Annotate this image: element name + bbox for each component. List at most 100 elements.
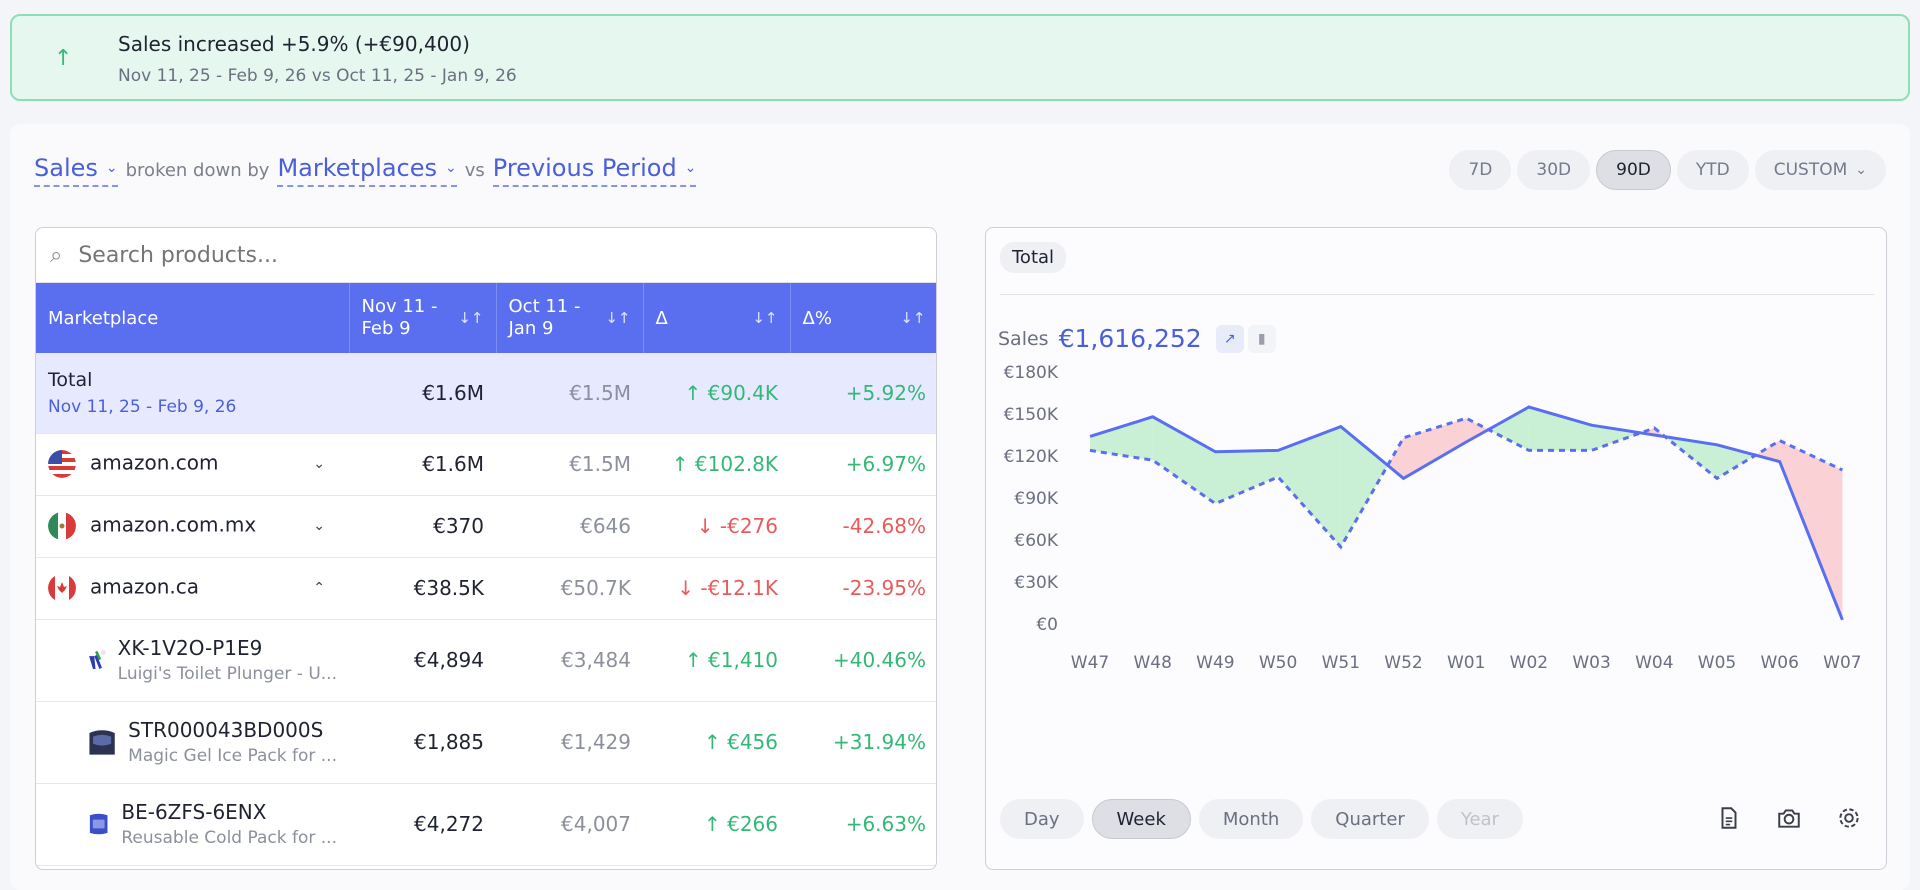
gain-area	[1528, 407, 1592, 451]
column-header-current-period[interactable]: Nov 11 - Feb 9 ↓↑	[349, 283, 497, 353]
chart-card: Total Sales €1,616,252 ↗ ▮ €0 €30K €60K €90…	[985, 227, 1887, 870]
current-value: €370	[349, 495, 496, 558]
chevron-up-icon[interactable]: ⌃	[313, 580, 325, 596]
current-value: €4,894	[349, 619, 496, 702]
y-tick-label: €150K	[1004, 405, 1059, 425]
product-row[interactable]: BE-6ZFS-6ENX Reusable Cold Pack for ... €…	[36, 783, 936, 866]
delta-pct-value: +6.97%	[790, 433, 936, 496]
gain-area	[1152, 416, 1216, 504]
period-selector: 7D 30D 90D YTD CUSTOM ⌄	[1449, 150, 1886, 190]
document-icon[interactable]	[1716, 805, 1742, 831]
sort-icon[interactable]: ↓↑	[900, 309, 926, 327]
sales-line-chart: €0 €30K €60K €90K €120K €150K €180K W47 W48 W49 W5…	[1004, 363, 1862, 673]
delta-value: ↑ €1,410	[643, 619, 790, 702]
sort-icon[interactable]: ↓↑	[752, 309, 778, 327]
current-value: €1,885	[349, 701, 496, 784]
period-90d-button[interactable]: 90D	[1596, 150, 1671, 190]
bar-chart-icon[interactable]: ▮	[1247, 324, 1276, 353]
product-title: Magic Gel Ice Pack for ...	[128, 746, 337, 766]
search-icon: ⌕	[50, 242, 63, 268]
product-title: Reusable Cold Pack for ...	[121, 828, 337, 848]
y-tick-label: €180K	[1004, 363, 1059, 383]
delta-pct-header-label: Δ%	[802, 307, 832, 329]
granularity-week-button[interactable]: Week	[1091, 799, 1191, 839]
x-tick-label: W52	[1384, 653, 1422, 673]
table-row[interactable]: amazon.com.mx ⌄ €370 €646 ↓ -€276 -42.68%	[36, 495, 936, 558]
period-7d-button[interactable]: 7D	[1449, 150, 1512, 190]
current-period-line	[1089, 405, 1844, 621]
marketplace-cell: amazon.com ⌄	[36, 433, 349, 496]
delta-value: ↑ €266	[643, 783, 790, 866]
sort-icon[interactable]: ↓↑	[458, 309, 484, 327]
current-period-header-label: Nov 11 - Feb 9	[361, 296, 438, 339]
chevron-down-icon[interactable]: ⌄	[313, 518, 325, 534]
column-header-marketplace[interactable]: Marketplace	[36, 283, 350, 353]
tab-total[interactable]: Total	[1000, 242, 1067, 273]
product-row[interactable]: XK-1V2O-P1E9 Luigi's Toilet Plunger - U..…	[36, 619, 936, 702]
chevron-down-icon[interactable]: ⌄	[313, 456, 325, 472]
table-row[interactable]: amazon.ca ⌃ €38.5K €50.7K ↓ -€12.1K -23.9…	[36, 557, 936, 620]
granularity-quarter-button[interactable]: Quarter	[1311, 799, 1429, 839]
delta-pct-value: +40.46%	[790, 619, 936, 702]
gain-area	[1488, 407, 1529, 451]
table-row[interactable]: amazon.com ⌄ €1.6M €1.5M ↑ €102.8K +6.97%	[36, 433, 936, 496]
broken-down-by-label: broken down by	[125, 159, 270, 181]
divider	[1000, 294, 1874, 295]
product-cell: STR000043BD000S Magic Gel Ice Pack for ..…	[36, 701, 349, 784]
product-sku: STR000043BD000S	[128, 718, 324, 742]
product-sku: XK-1V2O-P1E9	[117, 636, 263, 660]
gear-icon[interactable]	[1836, 805, 1862, 831]
camera-icon[interactable]	[1776, 805, 1802, 831]
column-header-delta[interactable]: Δ ↓↑	[643, 283, 791, 353]
product-row[interactable]: STR000043BD000S Magic Gel Ice Pack for ..…	[36, 701, 936, 784]
total-row: Total Nov 11, 25 - Feb 9, 26 €1.6M €1.5M…	[36, 353, 936, 434]
column-header-previous-period[interactable]: Oct 11 - Jan 9 ↓↑	[496, 283, 644, 353]
chevron-down-icon: ⌄	[684, 159, 697, 176]
delta-header-label: Δ	[655, 307, 668, 329]
search-input[interactable]	[78, 242, 779, 268]
banner-subtitle: Nov 11, 25 - Feb 9, 26 vs Oct 11, 25 - J…	[118, 66, 517, 86]
gain-area	[1215, 450, 1279, 504]
x-tick-label: W47	[1071, 653, 1109, 673]
loss-area	[1466, 418, 1489, 442]
period-30d-button[interactable]: 30D	[1517, 150, 1591, 190]
period-ytd-button[interactable]: YTD	[1676, 150, 1749, 190]
y-tick-label: €60K	[1014, 531, 1058, 551]
product-sku: BE-6ZFS-6ENX	[121, 800, 267, 824]
dimension-dropdown[interactable]: Marketplaces ⌄	[277, 153, 457, 187]
metric-label: Sales	[34, 153, 98, 182]
total-previous: €1.5M	[496, 353, 643, 434]
product-cell: XK-1V2O-P1E9 Luigi's Toilet Plunger - U..…	[36, 619, 349, 702]
x-tick-label: W07	[1823, 653, 1861, 673]
y-tick-label: €90K	[1014, 489, 1058, 509]
delta-pct-value: +31.94%	[790, 701, 936, 784]
sales-label: Sales	[998, 327, 1049, 350]
period-custom-label: CUSTOM	[1773, 160, 1848, 180]
metric-dropdown[interactable]: Sales ⌄	[34, 154, 118, 187]
product-thumbnail	[84, 647, 110, 673]
period-custom-button[interactable]: CUSTOM ⌄	[1754, 150, 1886, 190]
line-chart-icon[interactable]: ↗	[1215, 324, 1244, 353]
delta-value: ↓ -€12.1K	[643, 557, 790, 620]
total-current: €1.6M	[349, 353, 496, 434]
delta-value: ↑ €456	[643, 701, 790, 784]
comparison-dropdown[interactable]: Previous Period ⌄	[492, 153, 697, 187]
previous-value: €3,484	[496, 619, 643, 702]
column-header-delta-pct[interactable]: Δ% ↓↑	[790, 283, 936, 353]
chevron-down-icon: ⌄	[1855, 162, 1867, 178]
granularity-month-button[interactable]: Month	[1198, 799, 1304, 839]
comparison-label: Previous Period	[492, 153, 677, 182]
x-tick-label: W03	[1572, 653, 1610, 673]
dimension-label: Marketplaces	[277, 153, 438, 182]
x-tick-label: W49	[1196, 653, 1234, 673]
delta-pct-value: +6.63%	[790, 783, 936, 866]
marketplace-cell: amazon.ca ⌃	[36, 557, 349, 620]
current-value: €38.5K	[349, 557, 496, 620]
y-tick-label: €120K	[1004, 447, 1059, 467]
sales-summary: Sales €1,616,252 ↗ ▮	[998, 324, 1280, 353]
previous-value: €646	[496, 495, 643, 558]
sort-icon[interactable]: ↓↑	[605, 309, 631, 327]
granularity-day-button[interactable]: Day	[1000, 799, 1084, 839]
chevron-down-icon: ⌄	[105, 159, 118, 176]
chevron-down-icon: ⌄	[445, 159, 457, 176]
